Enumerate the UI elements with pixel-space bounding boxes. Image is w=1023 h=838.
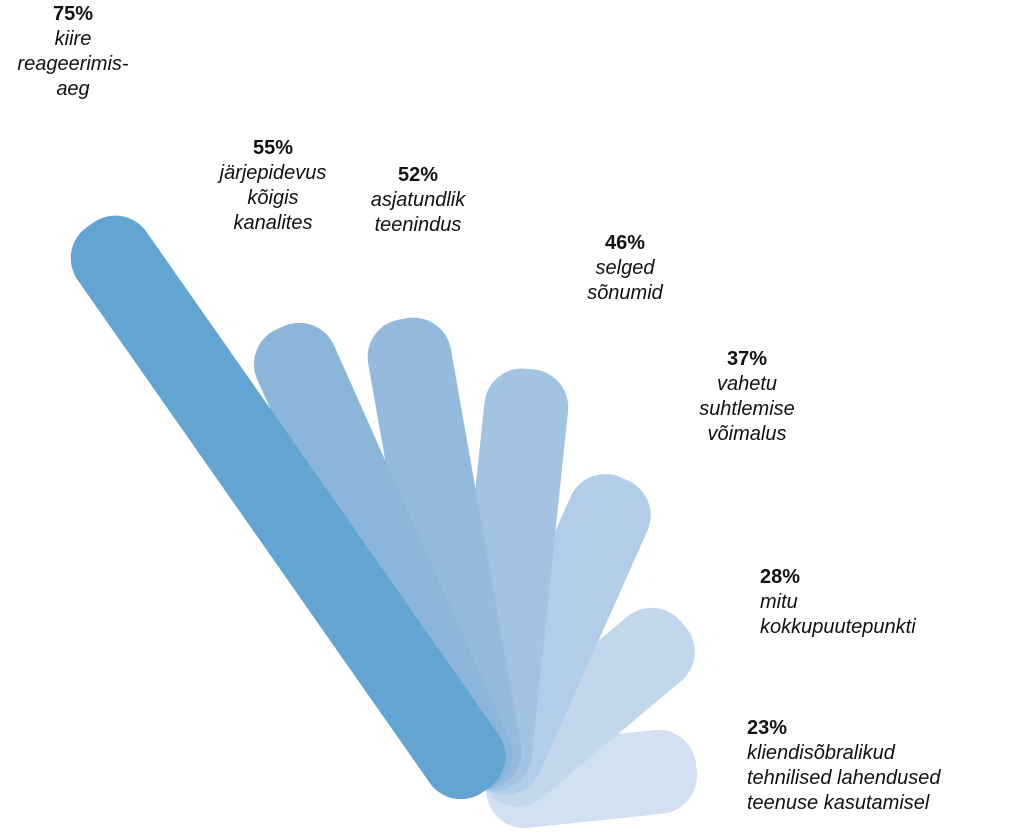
- label-value: 52%: [397, 164, 439, 186]
- label-category: kliendisõbralikud tehnilised lahendused …: [747, 742, 941, 814]
- label-jarjepidevus: 55% järjepidevus kõigis kanalites: [198, 136, 348, 236]
- label-value: 23%: [747, 717, 788, 739]
- label-kiire-reageerimisaeg: 75% kiire reageerimis- aeg: [8, 2, 138, 102]
- label-mitu-kokkupuutepunkti: 28% mitu kokkupuutepunkti: [760, 565, 1000, 640]
- label-category: järjepidevus kõigis kanalites: [219, 162, 327, 234]
- label-category: mitu kokkupuutepunkti: [760, 591, 916, 638]
- label-value: 55%: [252, 137, 294, 159]
- bar-3: [367, 317, 522, 792]
- label-kliendisobralikud: 23% kliendisõbralikud tehnilised lahendu…: [747, 716, 1017, 816]
- label-value: 28%: [760, 566, 801, 588]
- label-vahetu-suhtlemise: 37% vahetu suhtlemise võimalus: [672, 347, 822, 447]
- label-value: 75%: [52, 3, 94, 25]
- label-selged-sonumid: 46% selged sõnumid: [560, 231, 690, 306]
- label-asjatundlik-teenindus: 52% asjatundlik teenindus: [343, 163, 493, 238]
- label-value: 37%: [726, 348, 768, 370]
- label-category: asjatundlik teenindus: [370, 189, 466, 236]
- label-value: 46%: [604, 232, 646, 254]
- label-category: selged sõnumid: [587, 257, 663, 304]
- bar-1: [70, 215, 506, 800]
- label-category: vahetu suhtlemise võimalus: [699, 373, 795, 445]
- label-category: kiire reageerimis- aeg: [17, 28, 129, 100]
